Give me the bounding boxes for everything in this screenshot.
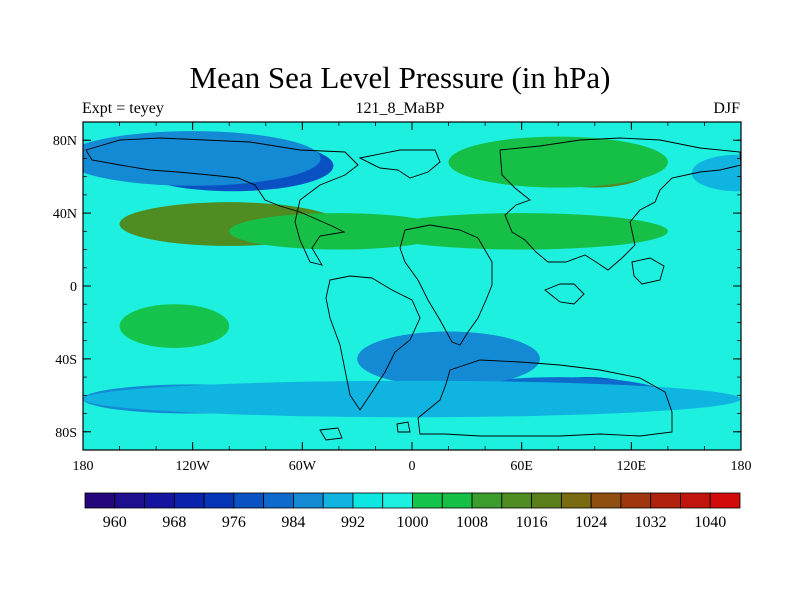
- x-tick-label-3: 0: [409, 459, 416, 474]
- y-tick-label-2: 0: [70, 280, 77, 295]
- colorbar-box-6: [263, 492, 294, 509]
- colorbar-label-9: 1032: [635, 514, 667, 531]
- y-tick-label-0: 80N: [53, 134, 77, 149]
- colorbar-box-8: [322, 492, 354, 509]
- colorbar-box-3: [173, 492, 205, 509]
- colorbar-box-17: [590, 492, 622, 509]
- colorbar-label-5: 1000: [397, 514, 429, 531]
- subtitle-right: DJF: [713, 100, 740, 117]
- colorbar-box-16: [560, 492, 592, 509]
- x-tick-label-1: 120W: [176, 459, 211, 474]
- pressure-low-11: [357, 331, 540, 387]
- y-tick-label-4: 80S: [55, 426, 77, 441]
- coastline-2: [325, 275, 421, 411]
- colorbar: 960 968 976 984 992 1000 1008 1016 1024 1032 1040: [84, 492, 741, 531]
- subtitle-left: Expt = teyey: [82, 100, 164, 117]
- coastline-4: [499, 137, 741, 271]
- y-tick-label-1: 40N: [53, 207, 77, 222]
- coastline-6: [544, 283, 585, 305]
- pressure-low-1: [83, 131, 321, 186]
- colorbar-label-3: 984: [281, 514, 305, 531]
- colorbar-box-1: [114, 492, 145, 509]
- colorbar-box-7: [293, 492, 324, 509]
- coastline-0: [85, 137, 359, 266]
- colorbar-box-15: [531, 492, 562, 509]
- coastline-7: [631, 257, 665, 285]
- colorbar-box-20: [680, 492, 711, 509]
- subtitle-center: 121_8_MaBP: [355, 100, 445, 117]
- pressure-high-4: [229, 213, 449, 250]
- y-tick-label-3: 40S: [55, 353, 77, 368]
- colorbar-box-11: [412, 492, 443, 509]
- x-tick-label-2: 60W: [289, 459, 317, 474]
- coastline-8: [319, 427, 343, 441]
- pressure-high-7: [448, 136, 668, 188]
- colorbar-box-13: [471, 492, 503, 509]
- colorbar-label-2: 976: [222, 514, 246, 531]
- colorbar-box-10: [382, 492, 413, 509]
- x-tick-label-0: 180: [73, 459, 94, 474]
- x-tick-label-5: 120E: [617, 459, 647, 474]
- pressure-high-5: [375, 213, 668, 250]
- colorbar-label-7: 1016: [516, 514, 548, 531]
- coastline-9: [396, 421, 411, 433]
- pressure-high-8: [119, 304, 230, 348]
- colorbar-label-1: 968: [162, 514, 186, 531]
- pressure-low-13: [83, 380, 741, 418]
- colorbar-box-5: [233, 492, 265, 509]
- pressure-low-2: [691, 154, 741, 192]
- colorbar-label-4: 992: [341, 514, 365, 531]
- colorbar-box-4: [203, 492, 235, 509]
- colorbar-label-0: 960: [103, 514, 127, 531]
- colorbar-box-21: [709, 492, 741, 509]
- axis-ticks: 180 120W 60W 0 60E 120E 180 80N 40N 0 40S 80S: [53, 121, 752, 474]
- colorbar-box-14: [501, 492, 532, 509]
- coastline-5: [417, 359, 673, 437]
- x-tick-label-4: 60E: [510, 459, 533, 474]
- colorbar-label-6: 1008: [456, 514, 488, 531]
- x-tick-label-6: 180: [731, 459, 752, 474]
- colorbar-box-0: [84, 492, 116, 509]
- coastline-1: [358, 149, 441, 179]
- chart-title: Mean Sea Level Pressure (in hPa): [189, 60, 611, 95]
- colorbar-box-12: [441, 492, 473, 509]
- colorbar-label-8: 1024: [575, 514, 607, 531]
- colorbar-label-10: 1040: [694, 514, 726, 531]
- colorbar-box-18: [620, 492, 652, 509]
- colorbar-box-19: [650, 492, 681, 509]
- colorbar-box-9: [352, 492, 384, 509]
- pressure-field: [83, 122, 741, 450]
- coastline-3: [399, 224, 493, 346]
- colorbar-box-2: [144, 492, 175, 509]
- coastlines: [85, 137, 741, 441]
